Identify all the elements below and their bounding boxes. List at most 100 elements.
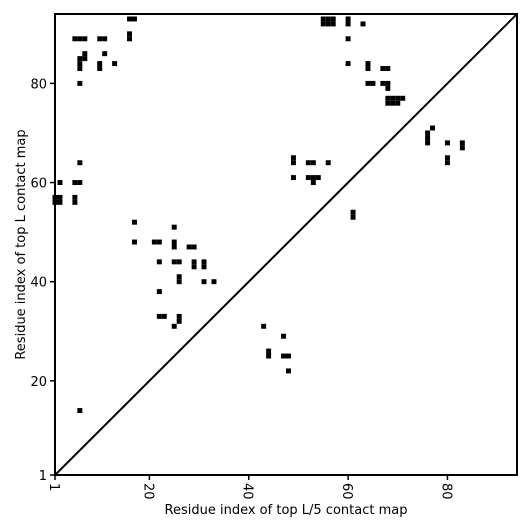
contact-cell [191, 244, 197, 250]
y-tick-label: 60 [30, 177, 47, 192]
contact-cell [201, 259, 207, 265]
contact-cell [305, 160, 311, 166]
contact-cell [310, 180, 316, 186]
contact-cell [132, 16, 137, 22]
contact-cell [77, 66, 83, 72]
contact-cell [360, 21, 366, 27]
contact-cell [425, 135, 431, 141]
contact-cell [191, 264, 197, 270]
contact-cell [395, 100, 401, 106]
y-axis-label: Residue index of top L contact map [14, 129, 29, 359]
contact-cell [57, 180, 63, 186]
contact-cell [365, 61, 371, 67]
contact-cell [77, 160, 83, 166]
contact-cell [77, 80, 83, 86]
contact-cell [171, 244, 177, 250]
contact-cell [459, 145, 465, 151]
contact-cell [385, 100, 391, 106]
contact-cell [176, 259, 182, 265]
x-tick-label: 60 [339, 483, 354, 500]
contact-cell [82, 51, 88, 57]
contact-cell [281, 333, 286, 339]
contact-cell [444, 155, 450, 161]
contact-cell [390, 95, 396, 101]
x-axis-label: Residue index of top L/5 contact map [165, 503, 408, 518]
contact-cell [156, 289, 162, 295]
contact-cell [310, 160, 316, 166]
contact-cell [390, 100, 396, 106]
contact-cell [365, 66, 371, 72]
contact-cell [385, 95, 391, 101]
contact-cell [72, 194, 78, 200]
contact-cell [151, 239, 157, 245]
contact-cell [176, 313, 182, 319]
contact-cell [395, 95, 401, 101]
contact-cell [290, 175, 296, 181]
x-tick-label: 1 [46, 483, 61, 491]
contact-cell [380, 66, 386, 72]
contact-cell [77, 408, 83, 414]
contact-cell [156, 259, 162, 265]
contact-cell [325, 21, 331, 27]
contact-cell [310, 175, 316, 181]
contact-cell [305, 175, 311, 181]
contact-cell [430, 125, 436, 131]
contact-cell [57, 194, 63, 200]
y-tick-label: 20 [30, 375, 47, 390]
contact-cell [290, 155, 296, 161]
contact-cell [156, 239, 162, 245]
contact-cell [286, 353, 291, 359]
contact-cell [325, 16, 331, 22]
contact-cell [102, 51, 108, 57]
contact-cell [176, 318, 182, 324]
contact-cell [290, 160, 296, 166]
y-tick-label: 80 [30, 77, 47, 92]
contact-cell [97, 61, 103, 67]
contact-cell [102, 36, 108, 42]
contact-cell [385, 80, 391, 86]
contact-cell [345, 61, 351, 67]
contact-cell [132, 219, 137, 225]
contact-cell [171, 224, 177, 230]
contact-cell [77, 56, 83, 62]
contact-cell [171, 259, 177, 265]
contact-cell [176, 274, 182, 280]
contact-cell [82, 56, 88, 62]
contact-cell [281, 353, 286, 359]
contact-cell [425, 140, 431, 146]
contact-cell [444, 140, 450, 146]
contact-cell [77, 36, 83, 42]
contact-cell [191, 259, 197, 265]
contact-cell [72, 180, 78, 186]
contact-cell [320, 16, 326, 22]
contact-cell [400, 95, 406, 101]
contact-cell [97, 66, 103, 72]
contact-cell [380, 80, 386, 86]
contact-cell [345, 21, 351, 27]
contact-cell [156, 313, 162, 319]
contact-cell [444, 160, 450, 166]
diagonal-line [54, 13, 518, 476]
contact-cell [171, 239, 177, 245]
plot-frame [54, 13, 518, 476]
contact-cell [350, 214, 356, 220]
contact-cells [52, 16, 465, 414]
contact-cell [112, 61, 118, 67]
contact-cell [132, 239, 137, 245]
contact-cell [127, 36, 132, 42]
contact-cell [211, 279, 217, 285]
contact-cell [385, 85, 391, 91]
x-axis-ticks: 1 20 40 60 80 [46, 475, 453, 500]
contact-cell [201, 264, 207, 270]
contact-cell [176, 279, 182, 285]
y-axis-ticks: 1 20 40 60 80 [30, 77, 55, 484]
contact-cell [330, 16, 336, 22]
x-tick-label: 80 [438, 483, 453, 500]
contact-cell [385, 66, 391, 72]
contact-cell [186, 244, 192, 250]
contact-cell [350, 209, 356, 215]
contact-cell [57, 199, 63, 205]
x-tick-label: 40 [240, 483, 255, 500]
contact-cell [72, 199, 78, 205]
